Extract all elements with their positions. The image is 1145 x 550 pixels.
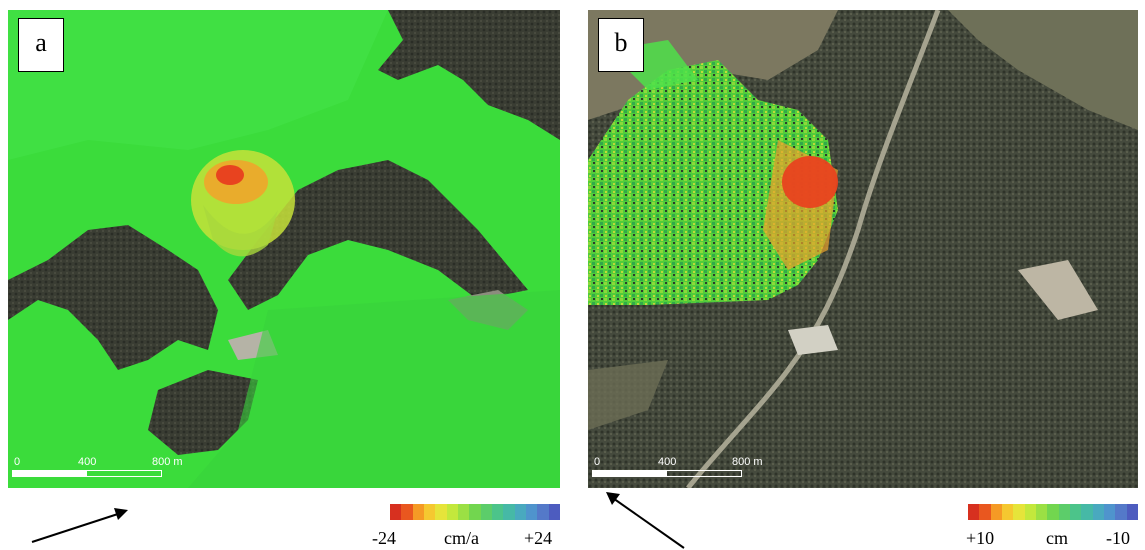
scale-tick-0: 0: [594, 456, 601, 468]
scale-bar-graphic: [592, 470, 742, 477]
map-b-imagery: [588, 10, 1138, 488]
colorbar-swatch: [491, 504, 504, 520]
look-direction-arrow-a: [31, 508, 128, 543]
colorbar-swatch: [1092, 504, 1104, 520]
panel-label-b: b: [598, 18, 644, 72]
colorbar-swatch: [1081, 504, 1093, 520]
colorbar-swatch: [990, 504, 1002, 520]
colorbar-swatch: [968, 504, 980, 520]
colorbar-swatch: [979, 504, 991, 520]
scale-tick-400: 400: [658, 456, 677, 468]
colorbar-swatch: [1013, 504, 1025, 520]
scale-bar-graphic: [12, 470, 162, 477]
map-panel-b: b 0 400 800 m: [588, 10, 1138, 488]
colorbar-b-unit-label: cm: [1046, 528, 1068, 548]
colorbar-swatch: [537, 504, 549, 520]
scale-tick-800: 800 m: [732, 456, 763, 468]
colorbar-swatch: [435, 504, 447, 520]
colorbar-swatch: [1069, 504, 1082, 520]
scale-tick-800: 800 m: [152, 456, 183, 468]
colorbar-swatch: [390, 504, 402, 520]
map-panel-a: a 0 400 800 m: [8, 10, 560, 488]
scale-bar-a: 0 400 800 m: [12, 456, 187, 482]
colorbar-swatch: [1126, 504, 1138, 520]
colorbar-swatch: [469, 504, 481, 520]
colorbar-a: [390, 504, 560, 520]
colorbar-swatch: [423, 504, 436, 520]
colorbar-swatch: [1001, 504, 1014, 520]
scale-tick-0: 0: [14, 456, 21, 468]
colorbar-a-min-label: -24: [372, 528, 396, 548]
scale-tick-400: 400: [78, 456, 97, 468]
colorbar-b: [968, 504, 1138, 520]
colorbar-swatch: [1115, 504, 1127, 520]
colorbar-swatch: [412, 504, 424, 520]
colorbar-swatch: [525, 504, 538, 520]
map-a-imagery: [8, 10, 560, 488]
panel-label-a: a: [18, 18, 64, 72]
colorbar-swatch: [514, 504, 526, 520]
colorbar-swatch: [1047, 504, 1059, 520]
colorbar-swatch: [480, 504, 492, 520]
colorbar-swatch: [1103, 504, 1116, 520]
colorbar-b-labels: +10 cm -10: [966, 528, 1145, 548]
colorbar-swatch: [457, 504, 470, 520]
colorbar-swatch: [1035, 504, 1048, 520]
colorbar-swatch: [1058, 504, 1070, 520]
colorbar-swatch: [1024, 504, 1036, 520]
colorbar-swatch: [548, 504, 560, 520]
colorbar-swatch: [446, 504, 458, 520]
colorbar-a-max-label: +24: [524, 528, 553, 548]
colorbar-b-min-label: +10: [966, 528, 995, 548]
colorbar-swatch: [401, 504, 413, 520]
scale-bar-b: 0 400 800 m: [592, 456, 767, 482]
look-direction-arrow-b: [606, 492, 685, 549]
colorbar-swatch: [503, 504, 515, 520]
colorbar-b-max-label: -10: [1106, 528, 1130, 548]
colorbar-a-unit-label: cm/a: [444, 528, 479, 548]
colorbar-a-labels: -24 cm/a +24: [372, 528, 552, 548]
